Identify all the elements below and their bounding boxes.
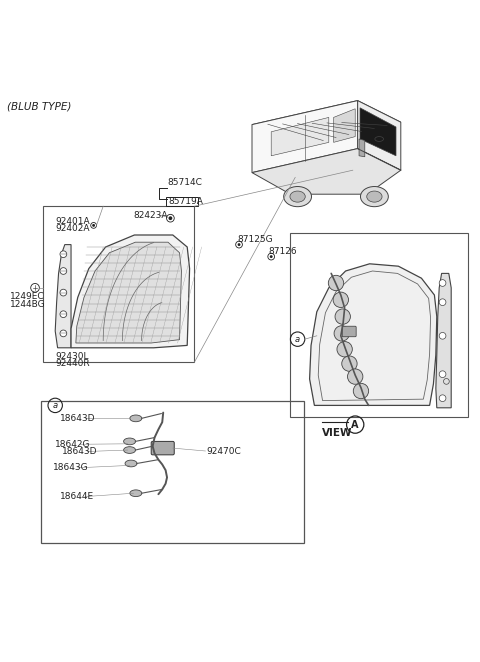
Circle shape xyxy=(335,309,350,324)
Polygon shape xyxy=(252,101,358,173)
Text: 92440R: 92440R xyxy=(55,359,90,368)
Ellipse shape xyxy=(125,460,137,467)
Circle shape xyxy=(334,326,349,341)
Text: 92402A: 92402A xyxy=(55,224,90,233)
Circle shape xyxy=(439,332,446,339)
Circle shape xyxy=(439,299,446,306)
Circle shape xyxy=(168,216,172,220)
Ellipse shape xyxy=(124,438,136,445)
Polygon shape xyxy=(360,108,396,156)
Text: a: a xyxy=(53,401,58,410)
Text: 1249EC: 1249EC xyxy=(10,292,44,301)
Ellipse shape xyxy=(367,191,382,202)
Text: 87126: 87126 xyxy=(269,248,298,256)
Polygon shape xyxy=(76,242,181,343)
Polygon shape xyxy=(436,273,451,408)
Circle shape xyxy=(348,369,363,384)
Polygon shape xyxy=(252,148,401,194)
Polygon shape xyxy=(358,101,401,170)
Text: 85714C: 85714C xyxy=(167,178,202,187)
Ellipse shape xyxy=(124,447,136,453)
Polygon shape xyxy=(71,235,190,348)
Ellipse shape xyxy=(284,187,312,207)
Text: 18643D: 18643D xyxy=(60,414,96,423)
Polygon shape xyxy=(334,109,355,142)
Text: 18643G: 18643G xyxy=(53,463,88,472)
Text: 92430L: 92430L xyxy=(55,352,89,361)
FancyBboxPatch shape xyxy=(151,442,174,455)
Text: 1244BG: 1244BG xyxy=(10,300,45,308)
Text: 92470C: 92470C xyxy=(206,447,241,456)
Text: 85719A: 85719A xyxy=(168,197,203,206)
Circle shape xyxy=(337,342,352,357)
Text: 18644E: 18644E xyxy=(60,492,94,501)
Polygon shape xyxy=(55,244,71,348)
Text: 18643D: 18643D xyxy=(62,447,98,456)
Ellipse shape xyxy=(290,191,305,202)
Ellipse shape xyxy=(130,415,142,422)
Circle shape xyxy=(333,292,348,307)
Circle shape xyxy=(342,356,357,371)
Text: 92401A: 92401A xyxy=(55,217,90,226)
Polygon shape xyxy=(271,117,329,156)
Circle shape xyxy=(238,243,240,246)
Circle shape xyxy=(270,255,273,258)
Circle shape xyxy=(60,289,67,296)
Text: VIEW: VIEW xyxy=(322,428,352,438)
Circle shape xyxy=(439,279,446,287)
Text: 82423A: 82423A xyxy=(133,211,168,220)
Text: A: A xyxy=(351,420,359,430)
Circle shape xyxy=(92,224,95,227)
Ellipse shape xyxy=(130,490,142,496)
Circle shape xyxy=(439,371,446,377)
Text: (BLUB TYPE): (BLUB TYPE) xyxy=(7,101,72,112)
Circle shape xyxy=(439,395,446,402)
Polygon shape xyxy=(310,263,437,405)
Circle shape xyxy=(328,275,344,291)
Circle shape xyxy=(60,267,67,274)
FancyBboxPatch shape xyxy=(342,326,356,337)
Text: a: a xyxy=(295,335,300,344)
Text: 87125G: 87125G xyxy=(238,235,273,244)
Text: 18642G: 18642G xyxy=(55,440,91,449)
Circle shape xyxy=(353,383,369,399)
Polygon shape xyxy=(252,101,401,144)
Ellipse shape xyxy=(360,187,388,207)
Polygon shape xyxy=(359,139,365,157)
Circle shape xyxy=(60,311,67,318)
Circle shape xyxy=(60,251,67,258)
Circle shape xyxy=(60,330,67,337)
